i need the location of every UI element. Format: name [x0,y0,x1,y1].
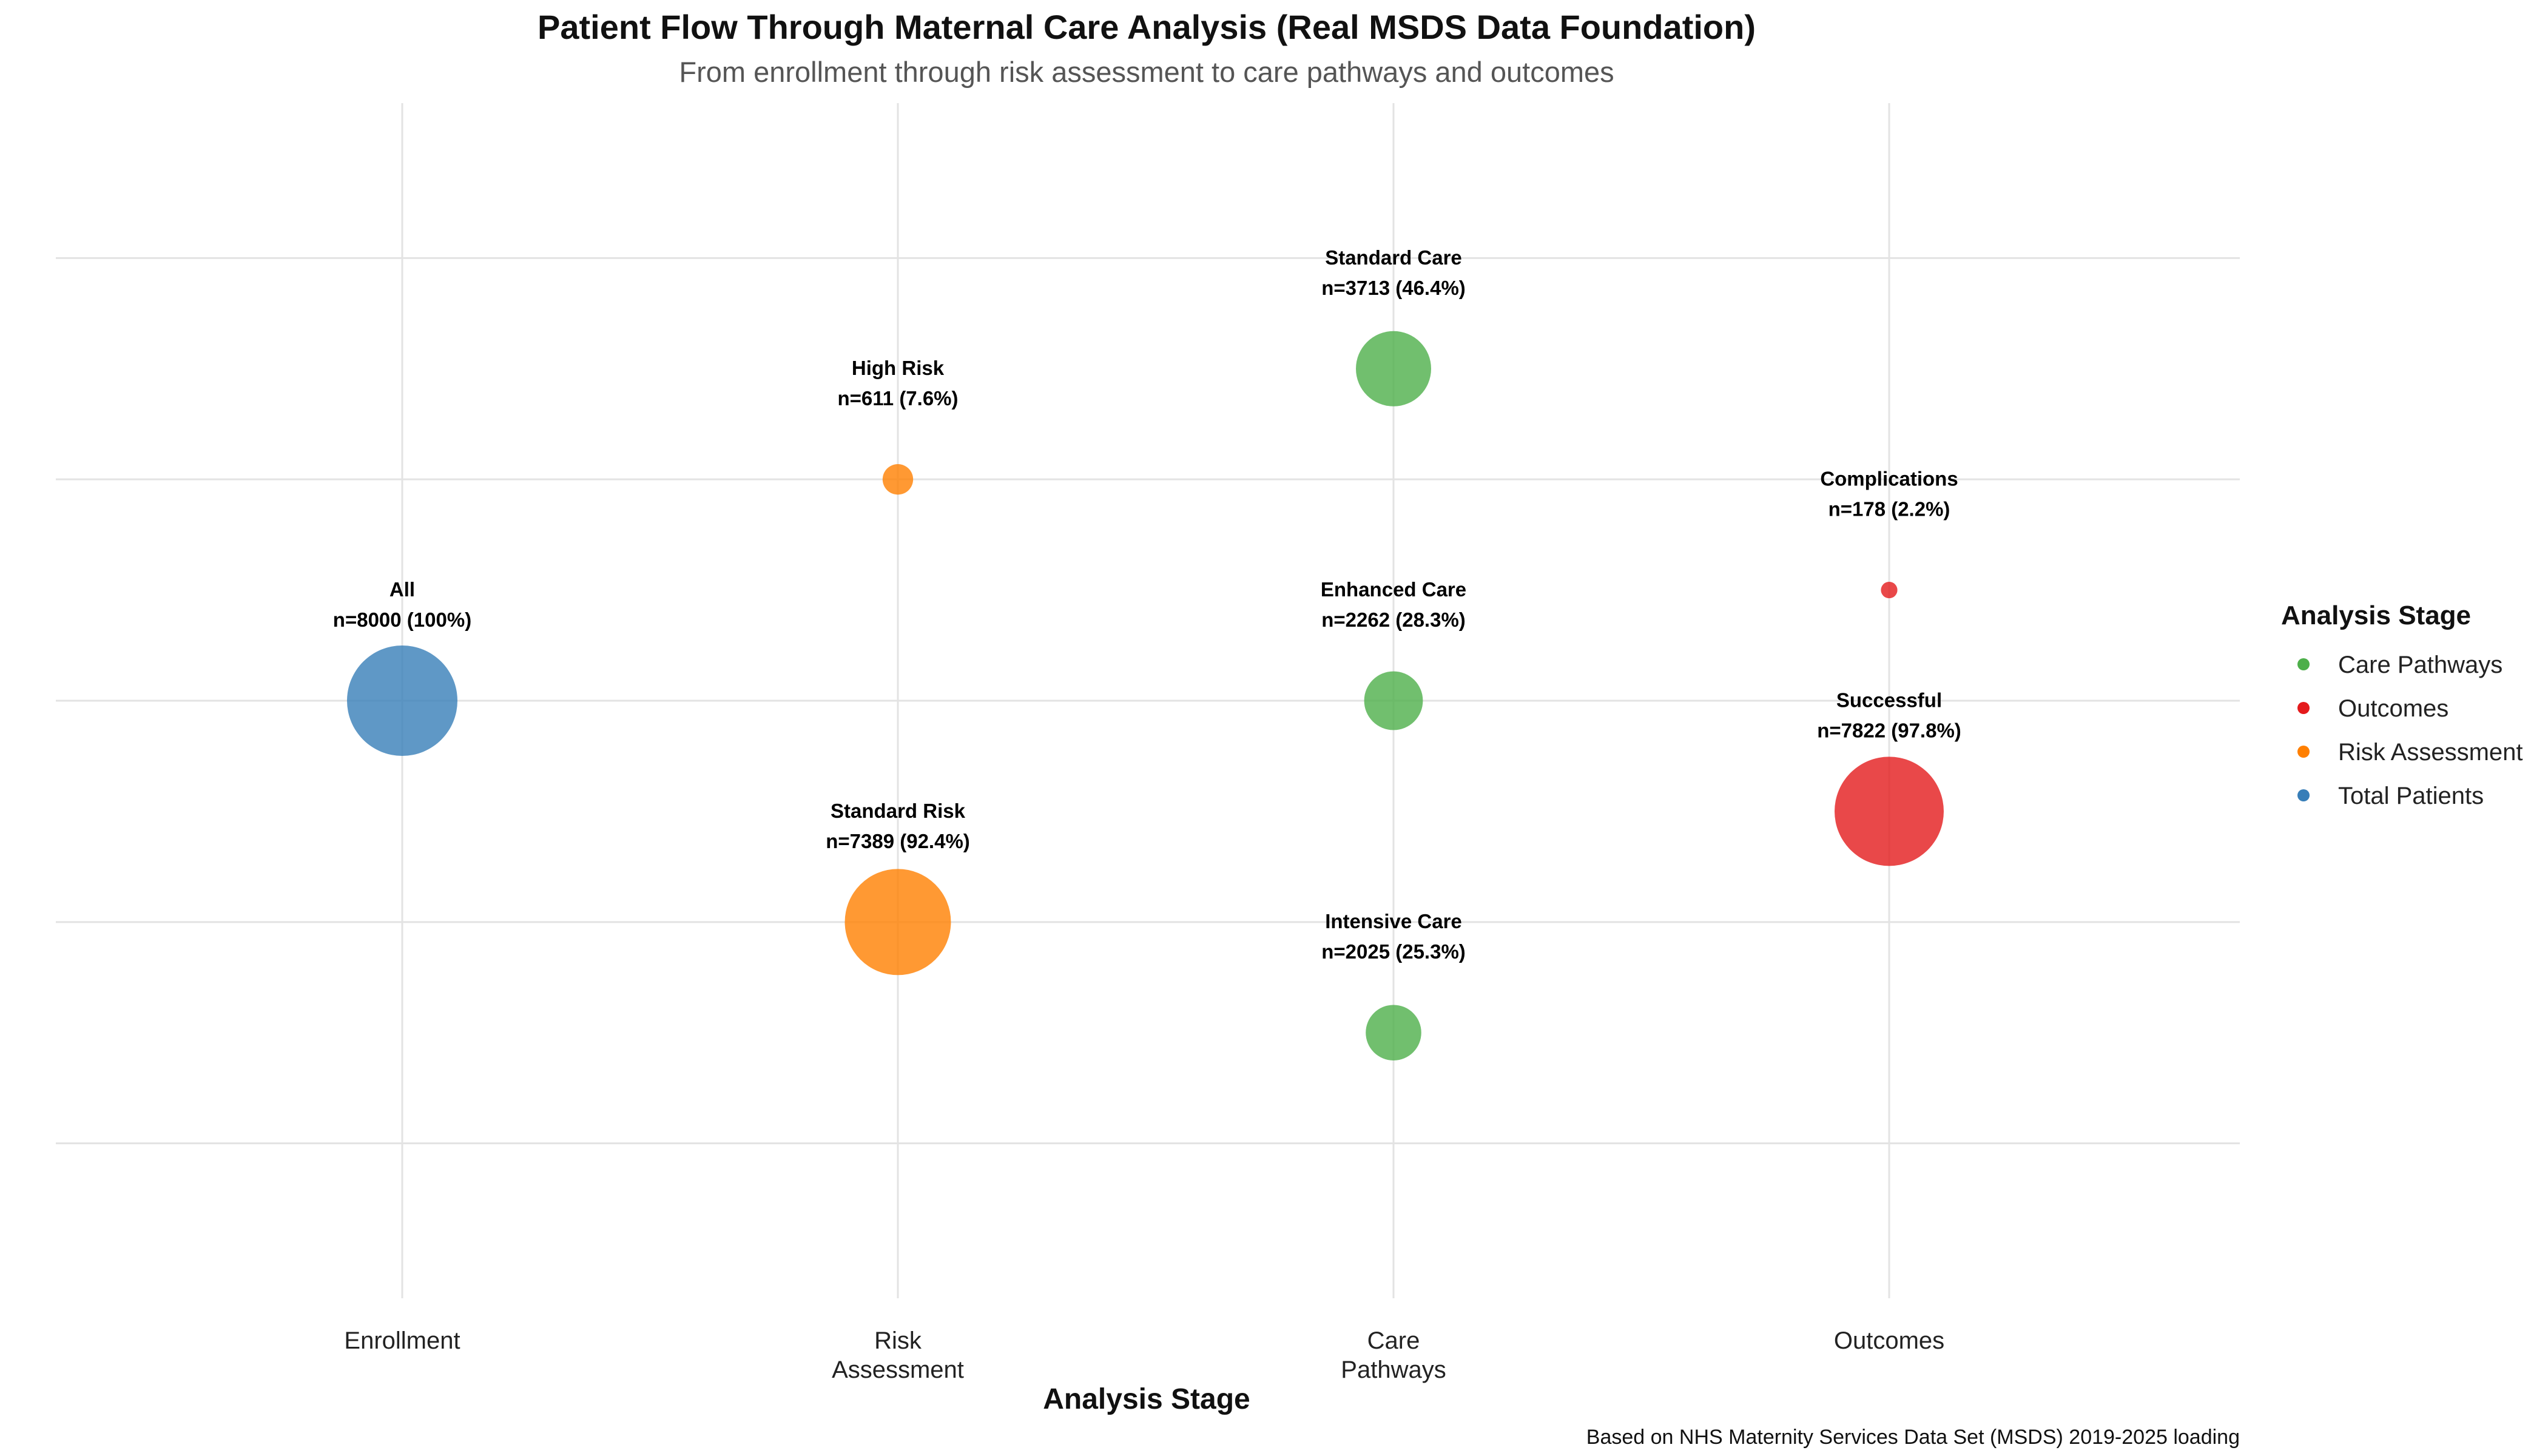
bubble-intensive-care [1366,1005,1421,1061]
x-tick-label-care-pathways: Care Pathways [1341,1327,1446,1383]
data-label-name-all: All [389,578,415,601]
x-tick-label-enrollment: Enrollment [344,1327,460,1354]
legend-label-care-pathways: Care Pathways [2338,652,2502,678]
data-label-name-complications: Complications [1820,468,1958,490]
legend-key-care-pathways [2297,658,2310,670]
legend-label-total-patients: Total Patients [2338,783,2484,809]
x-axis-title: Analysis Stage [1043,1383,1250,1415]
data-label-value-standard-care: n=3713 (46.4%) [1321,277,1466,299]
legend-label-risk-assessment: Risk Assessment [2338,739,2523,766]
data-label-value-successful: n=7822 (97.8%) [1817,719,1961,741]
legend-key-outcomes [2297,702,2310,714]
data-label-name-standard-care: Standard Care [1325,246,1462,269]
data-label-value-intensive-care: n=2025 (25.3%) [1321,940,1466,963]
legend: Analysis Stage Care Pathways Outcomes Risk… [2281,601,2523,809]
bubble-standard-care [1356,331,1431,406]
data-label-value-complications: n=178 (2.2%) [1828,498,1950,521]
bubble-enhanced-care [1364,671,1423,730]
data-label-value-standard-risk: n=7389 (92.4%) [826,830,970,852]
data-points [347,331,1944,1061]
legend-label-outcomes: Outcomes [2338,695,2449,722]
data-label-value-all: n=8000 (100%) [333,608,471,631]
x-tick-label-outcomes: Outcomes [1834,1327,1944,1354]
data-label-name-successful: Successful [1836,689,1942,711]
bubble-all [347,645,457,756]
data-label-value-high-risk: n=611 (7.6%) [837,387,958,410]
x-axis-ticks: Enrollment Risk Assessment Care Pathways Outc… [344,1327,1944,1383]
legend-key-total-patients [2297,789,2310,801]
bubble-standard-risk [844,869,951,976]
data-label-value-enhanced-care: n=2262 (28.3%) [1321,608,1466,631]
data-label-name-high-risk: High Risk [852,357,945,379]
bubble-high-risk [882,464,914,495]
chart-caption: Based on NHS Maternity Services Data Set… [1586,1426,2240,1449]
data-label-name-intensive-care: Intensive Care [1325,910,1462,932]
x-tick-label-risk-assessment: Risk Assessment [832,1327,964,1383]
legend-title: Analysis Stage [2281,601,2471,630]
chart-subtitle: From enrollment through risk assessment … [679,56,1614,88]
legend-key-risk-assessment [2297,746,2310,758]
chart-title: Patient Flow Through Maternal Care Analy… [538,8,1756,46]
data-labels: All n=8000 (100%) High Risk n=611 (7.6%) Sta… [333,246,1961,963]
data-label-name-enhanced-care: Enhanced Care [1321,578,1466,601]
bubble-successful [1835,757,1944,866]
data-label-name-standard-risk: Standard Risk [831,800,966,822]
bubble-complications [1881,582,1898,599]
